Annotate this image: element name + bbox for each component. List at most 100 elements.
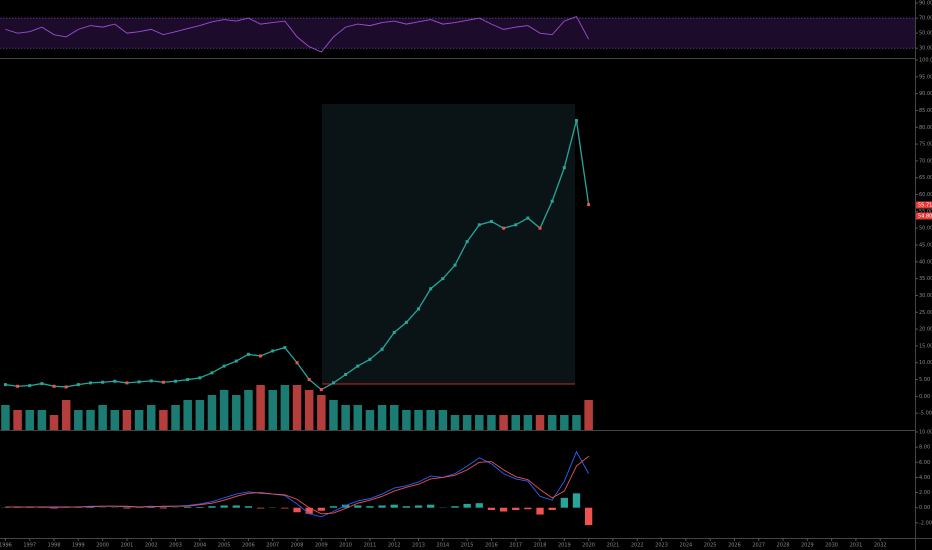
volume-bar [438, 410, 448, 430]
candle [283, 346, 287, 350]
x-tick-label: 1998 [48, 543, 61, 549]
macd-hist-bar [560, 497, 568, 508]
volume-bar [499, 415, 508, 430]
macd-hist-bar [123, 507, 131, 509]
candle [52, 384, 56, 388]
rsi-band-fill [0, 18, 915, 48]
y-tick-label: 15.00 [919, 343, 932, 349]
volume-bar [377, 405, 387, 430]
macd-hist-bar [512, 507, 520, 510]
macd-hist-bar [317, 507, 325, 511]
macd-hist-bar [548, 507, 556, 510]
x-tick-label: 2006 [242, 543, 255, 549]
macd-hist-bar [427, 504, 435, 508]
volume-bar [61, 400, 71, 430]
macd-hist-bar [184, 506, 192, 508]
macd-hist-bar [402, 506, 411, 508]
candle [246, 352, 250, 356]
candle [3, 383, 7, 387]
y-tick-label: 0.00 [919, 505, 930, 511]
candle [40, 382, 44, 386]
volume-bar [511, 415, 520, 430]
volume-bar [584, 400, 593, 430]
rsi-line [5, 16, 590, 53]
macd-hist-bar [220, 505, 228, 508]
y-tick-label: 35.00 [919, 276, 932, 282]
macd-hist-bar [378, 505, 386, 508]
macd-hist-bar [414, 505, 423, 508]
volume-bar [572, 415, 581, 430]
candle [161, 380, 165, 384]
candle [562, 166, 566, 170]
candle [477, 223, 481, 227]
x-tick-label: 2008 [291, 543, 304, 549]
volume-bar [426, 410, 435, 430]
macd-hist-bar [451, 506, 459, 508]
volume-bar [49, 415, 59, 430]
candle [16, 384, 20, 388]
x-tick-label: 2032 [874, 543, 887, 549]
macd-hist-bar [281, 507, 289, 509]
volume-bar [365, 410, 375, 430]
volume-bar [195, 400, 205, 430]
y-tick-label: -2.00 [919, 520, 932, 526]
volume-bar [450, 415, 460, 430]
candle [526, 216, 530, 220]
candle [271, 349, 275, 353]
volume-bar [244, 390, 253, 430]
volume-bar [207, 395, 217, 430]
volume-bar [110, 410, 120, 430]
x-tick-label: 2011 [364, 543, 377, 549]
x-tick-label: 2001 [121, 543, 134, 549]
macd-hist-bar [159, 507, 168, 509]
volume-bar [232, 395, 241, 430]
y-tick-label: 100.00 [919, 58, 932, 64]
x-tick-label: 2021 [607, 543, 620, 549]
macd-hist-bar [572, 493, 581, 508]
volume-bar [122, 410, 132, 430]
candle [307, 378, 311, 382]
candle [550, 199, 554, 203]
volume-bar [268, 390, 277, 430]
y-tick-label: 20.00 [919, 327, 932, 333]
candle [538, 226, 542, 230]
y-tick-label: 4.00 [919, 475, 930, 481]
candle [76, 383, 80, 387]
volume-bar [74, 410, 83, 430]
candle [28, 384, 32, 388]
candle [453, 263, 457, 267]
x-tick-label: 2027 [752, 543, 765, 549]
volume-bar [1, 405, 10, 430]
candle [210, 371, 214, 375]
candle [101, 380, 105, 384]
candle [331, 381, 335, 385]
volume-bar [304, 390, 314, 430]
x-tick-label: 2020 [582, 543, 595, 549]
volume-bar [317, 395, 326, 430]
candle [125, 381, 129, 385]
macd-hist-bar [256, 507, 265, 509]
candle [587, 203, 591, 207]
x-tick-label: 2015 [461, 543, 474, 549]
candle [88, 381, 92, 385]
x-tick-label: 2013 [412, 543, 425, 549]
price-tag [916, 201, 932, 209]
volume-bar [25, 410, 34, 430]
x-tick-label: 1997 [23, 543, 36, 549]
macd-hist-bar [305, 507, 313, 514]
macd-hist-bar [475, 503, 483, 508]
volume-bar [159, 410, 168, 430]
x-tick-label: 2017 [509, 543, 522, 549]
volume-bar [389, 405, 399, 430]
x-tick-label: 2022 [631, 543, 644, 549]
y-tick-label: 70.00 [919, 16, 932, 22]
candle [417, 307, 421, 311]
volume-bar [37, 410, 47, 430]
volume-bar [292, 385, 302, 430]
macd-hist-bar [293, 507, 301, 513]
candle [198, 376, 202, 380]
x-tick-label: 2009 [315, 543, 328, 549]
x-tick-label: 2024 [679, 543, 692, 549]
